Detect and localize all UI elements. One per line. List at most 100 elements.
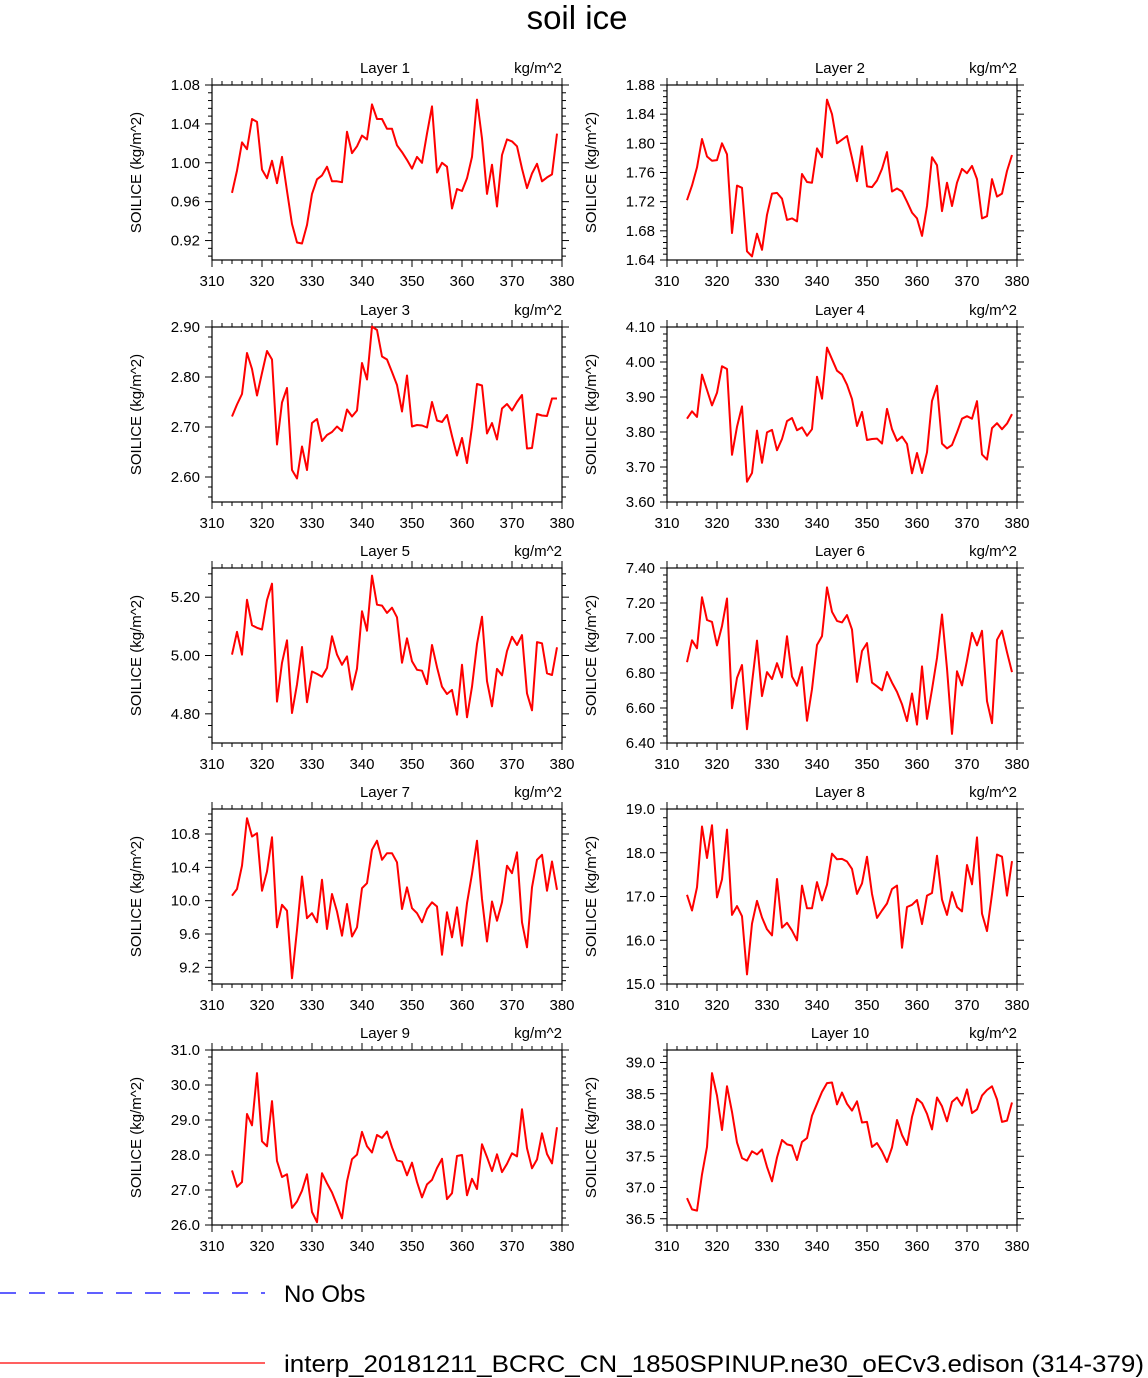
x-tick-label: 310 (654, 273, 679, 290)
x-tick-label: 310 (654, 515, 679, 532)
x-tick-label: 380 (1004, 515, 1029, 532)
panel-layer-7: Layer 7 kg/m^2 310 320 330 340 350 360 370 380 9.2… (128, 784, 575, 1014)
y-tick-label: 1.68 (626, 223, 655, 240)
x-tick-label: 350 (854, 997, 879, 1014)
y-tick-label: 3.80 (626, 424, 655, 441)
x-tick-label: 380 (549, 1238, 574, 1255)
y-tick-label: 36.5 (626, 1211, 655, 1228)
y-axis-label: SOILICE (kg/m^2) (128, 354, 145, 475)
plot-frame (211, 567, 563, 744)
y-axis-label: SOILICE (kg/m^2) (583, 836, 600, 957)
x-tick-label: 350 (399, 1238, 424, 1255)
x-tick-label: 350 (399, 756, 424, 773)
x-tick-label: 380 (1004, 756, 1029, 773)
series-line (231, 574, 558, 719)
y-tick-label: 10.4 (171, 859, 200, 876)
x-tick-label: 380 (1004, 997, 1029, 1014)
panel-layer-6: Layer 6 kg/m^2 310 320 330 340 350 360 370 380 6.4… (583, 543, 1030, 773)
panel-title: Layer 1 (360, 60, 410, 77)
x-tick-label: 340 (804, 273, 829, 290)
panel-units: kg/m^2 (514, 60, 562, 77)
y-axis-label: SOILICE (kg/m^2) (583, 595, 600, 716)
y-tick-label: 9.6 (179, 926, 200, 943)
x-tick-label: 380 (549, 997, 574, 1014)
panel-title: Layer 4 (815, 302, 865, 319)
y-tick-label: 30.0 (171, 1077, 200, 1094)
y-tick-label: 1.84 (626, 106, 655, 123)
panel-units: kg/m^2 (514, 543, 562, 560)
y-tick-label: 3.60 (626, 494, 655, 511)
x-tick-label: 320 (249, 515, 274, 532)
x-tick-label: 320 (249, 756, 274, 773)
x-tick-label: 360 (904, 515, 929, 532)
series-line (231, 325, 557, 480)
x-tick-label: 370 (499, 273, 524, 290)
plot-frame (211, 326, 563, 503)
x-tick-label: 310 (199, 515, 224, 532)
x-tick-label: 330 (299, 997, 324, 1014)
x-tick-label: 350 (399, 273, 424, 290)
x-tick-label: 350 (399, 515, 424, 532)
x-tick-label: 330 (754, 1238, 779, 1255)
x-tick-label: 360 (449, 997, 474, 1014)
x-tick-label: 340 (804, 1238, 829, 1255)
plot-frame (666, 326, 1018, 503)
x-tick-label: 330 (754, 515, 779, 532)
y-tick-label: 17.0 (626, 889, 655, 906)
y-axis-label: SOILICE (kg/m^2) (128, 112, 145, 233)
panel-units: kg/m^2 (514, 302, 562, 319)
y-tick-label: 0.96 (171, 194, 200, 211)
y-tick-label: 9.2 (179, 959, 200, 976)
x-tick-label: 340 (349, 515, 374, 532)
y-tick-label: 1.80 (626, 135, 655, 152)
x-tick-label: 310 (654, 1238, 679, 1255)
y-tick-label: 10.8 (171, 826, 200, 843)
y-tick-label: 38.0 (626, 1117, 655, 1134)
x-tick-label: 360 (904, 1238, 929, 1255)
x-tick-label: 320 (704, 756, 729, 773)
plot-frame (211, 808, 563, 985)
y-tick-label: 18.0 (626, 845, 655, 862)
panel-units: kg/m^2 (514, 1025, 562, 1042)
panel-layer-2: Layer 2 kg/m^2 310 320 330 340 350 360 370 380 1.6… (583, 60, 1030, 290)
y-tick-label: 38.5 (626, 1086, 655, 1103)
x-tick-label: 370 (954, 1238, 979, 1255)
series-line (686, 586, 1013, 735)
x-tick-label: 360 (449, 1238, 474, 1255)
x-tick-label: 320 (249, 997, 274, 1014)
x-tick-label: 310 (654, 756, 679, 773)
panel-title: Layer 7 (360, 784, 410, 801)
x-tick-label: 350 (854, 1238, 879, 1255)
panel-layer-5: Layer 5 kg/m^2 310 320 330 340 350 360 370 380 4.8… (128, 543, 575, 773)
y-tick-label: 4.80 (171, 706, 200, 723)
panel-units: kg/m^2 (514, 784, 562, 801)
x-tick-label: 360 (449, 515, 474, 532)
y-axis-label: SOILICE (kg/m^2) (128, 836, 145, 957)
y-tick-label: 19.0 (626, 801, 655, 818)
y-tick-label: 27.0 (171, 1182, 200, 1199)
x-tick-label: 370 (499, 997, 524, 1014)
x-tick-label: 360 (449, 756, 474, 773)
panel-title: Layer 8 (815, 784, 865, 801)
panel-units: kg/m^2 (969, 60, 1017, 77)
y-tick-label: 37.5 (626, 1148, 655, 1165)
panel-layer-9: Layer 9 kg/m^2 310 320 330 340 350 360 370 380 26.… (128, 1025, 575, 1255)
y-tick-label: 7.40 (626, 560, 655, 577)
plot-frame (666, 567, 1018, 744)
y-tick-label: 29.0 (171, 1112, 200, 1129)
y-axis-label: SOILICE (kg/m^2) (583, 354, 600, 475)
y-tick-label: 2.70 (171, 419, 200, 436)
series-line (686, 98, 1013, 258)
plot-frame (211, 84, 563, 261)
y-axis-label: SOILICE (kg/m^2) (583, 112, 600, 233)
panel-title: Layer 9 (360, 1025, 410, 1042)
x-tick-label: 360 (904, 756, 929, 773)
legend: No Obs interp_20181211_BCRC_CN_1850SPINU… (0, 1281, 1144, 1378)
y-tick-label: 1.72 (626, 194, 655, 211)
x-tick-label: 350 (854, 273, 879, 290)
x-tick-label: 380 (1004, 273, 1029, 290)
y-tick-label: 15.0 (626, 976, 655, 993)
x-tick-label: 340 (804, 997, 829, 1014)
x-tick-label: 310 (199, 997, 224, 1014)
x-tick-label: 370 (954, 997, 979, 1014)
